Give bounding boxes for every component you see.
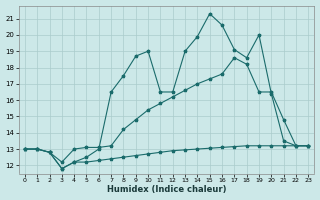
X-axis label: Humidex (Indice chaleur): Humidex (Indice chaleur) (107, 185, 226, 194)
